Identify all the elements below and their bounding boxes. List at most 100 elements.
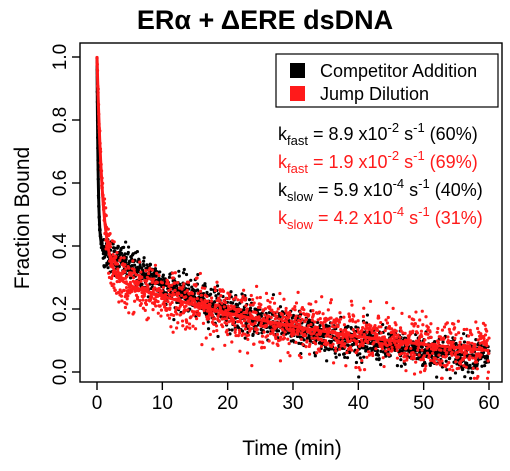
data-point [343,345,347,349]
data-point [362,368,367,372]
data-point [259,303,263,307]
data-point [368,299,373,303]
data-point [379,325,383,329]
data-point [347,315,352,319]
data-point [276,307,280,311]
data-point [475,360,479,364]
data-point [369,333,373,338]
data-point [199,293,203,297]
data-point [365,330,369,334]
annotation-part: k [278,152,288,172]
data-point [207,317,211,321]
data-point [259,314,263,318]
data-point [172,313,176,318]
data-point [403,331,407,335]
data-point [191,313,196,317]
data-point [329,298,333,302]
data-point [331,342,335,346]
data-point [399,358,403,362]
data-point [314,300,318,304]
data-point [163,298,167,302]
legend-swatch [290,63,305,78]
data-points [95,55,491,380]
data-point [297,341,301,345]
data-point [459,336,463,341]
data-point [236,298,240,302]
data-point [363,327,368,331]
data-point [318,317,322,321]
data-point [276,329,281,333]
data-point [290,334,294,338]
data-point [379,349,383,353]
data-point [478,355,482,359]
data-point [394,336,399,340]
data-point [189,315,193,319]
data-point [205,294,209,299]
data-point [402,351,407,355]
data-point [214,294,218,298]
data-point [187,322,192,326]
data-point [362,355,366,359]
annotation-part: slow [287,217,314,232]
data-point [453,326,457,330]
data-point [160,289,164,293]
data-point [173,288,177,292]
data-point [255,284,259,288]
data-point [387,347,391,351]
data-point [143,308,147,312]
data-point [258,295,262,300]
data-point [131,276,136,280]
data-point [237,326,241,330]
data-point [184,304,188,308]
data-point [126,291,130,295]
data-point [245,351,250,355]
data-point [366,347,370,351]
data-point [171,276,175,280]
data-point [310,318,314,322]
data-point [420,309,424,313]
data-point [135,249,139,254]
data-point [239,321,244,325]
data-point [306,330,310,334]
data-point [456,319,460,323]
data-point [255,296,259,300]
data-point [233,324,237,328]
data-point [438,335,443,339]
data-point [460,350,464,354]
data-point [294,340,298,344]
data-point [418,370,423,374]
data-point [352,314,356,318]
data-point [123,252,127,256]
annotation-part: -4 [393,176,405,191]
data-point [336,324,340,329]
data-point [326,341,330,345]
data-point [159,308,164,312]
data-point [440,359,444,363]
data-point [167,284,171,288]
data-point [213,288,218,293]
data-point [136,295,140,299]
data-point [277,317,281,321]
data-point [152,286,157,290]
y-tick-label: 0.2 [50,296,71,322]
data-point [113,246,117,250]
data-point [229,290,233,294]
data-point [425,351,430,355]
data-point [288,310,292,314]
data-point [362,321,366,325]
data-point [282,336,287,340]
data-point [472,376,476,380]
data-point [427,336,431,340]
data-point [457,331,461,335]
data-point [292,328,296,332]
data-point [167,316,172,320]
data-point [413,353,417,357]
data-point [153,263,158,267]
data-point [285,320,289,324]
data-point [255,308,259,312]
data-point [359,338,364,342]
data-point [124,240,128,244]
data-point [361,342,365,346]
data-point [424,364,428,368]
annotation-part: -1 [413,148,425,163]
